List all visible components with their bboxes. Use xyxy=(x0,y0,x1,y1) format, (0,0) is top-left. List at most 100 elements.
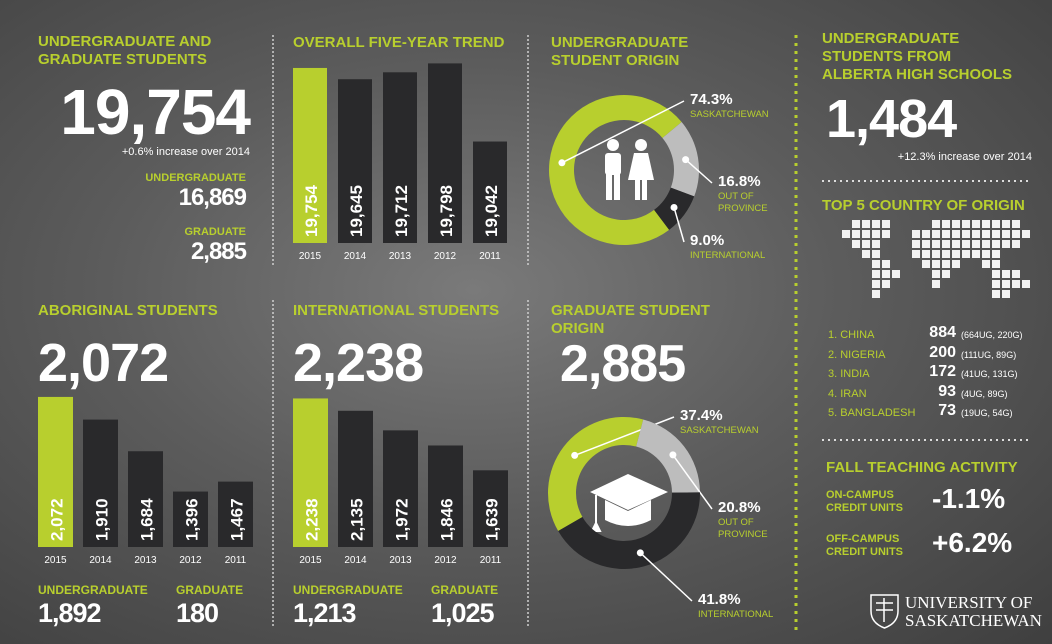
map-dot xyxy=(1012,220,1020,228)
map-dot xyxy=(1012,270,1020,278)
leader-line xyxy=(685,159,713,184)
bar xyxy=(428,63,462,244)
panel-title: FALL TEACHING ACTIVITY xyxy=(826,459,1018,476)
map-dot xyxy=(972,250,980,258)
map-dot xyxy=(852,240,860,248)
headline-number: 2,885 xyxy=(560,335,686,393)
pie-slice xyxy=(548,416,644,531)
leader-line xyxy=(639,552,693,602)
bar xyxy=(473,141,507,243)
bar xyxy=(338,410,373,547)
map-dot xyxy=(972,220,980,228)
breakdown-label: UNDERGRADUATE xyxy=(145,172,246,184)
map-dot xyxy=(952,230,960,238)
category-label: OUT OF PROVINCE xyxy=(718,517,768,540)
country-name: 1. CHINA xyxy=(828,329,875,341)
change-note: +12.3% increase over 2014 xyxy=(897,151,1032,163)
map-dot xyxy=(912,240,920,248)
university-crest xyxy=(870,594,899,629)
map-dot xyxy=(852,230,860,238)
bar xyxy=(38,396,73,547)
map-dot xyxy=(982,260,990,268)
bar xyxy=(173,491,208,547)
bar xyxy=(128,451,163,547)
map-dot xyxy=(982,230,990,238)
map-dot xyxy=(922,260,930,268)
value-label: 74.3% xyxy=(690,91,733,108)
change-note: +0.6% increase over 2014 xyxy=(121,146,250,158)
logo-text: SASKATCHEWAN xyxy=(905,611,1042,630)
country-detail: (41UG, 131G) xyxy=(961,369,1018,379)
map-dot xyxy=(932,260,940,268)
leader-dot xyxy=(682,156,690,164)
teaching-value: -1.1% xyxy=(932,483,1006,514)
chart-title: OVERALL FIVE-YEAR TREND xyxy=(293,34,505,51)
bar xyxy=(83,419,118,547)
country-total: 200 xyxy=(929,343,956,361)
x-tick-label: 2011 xyxy=(225,555,247,566)
pie-slice xyxy=(558,492,700,569)
bar xyxy=(473,470,508,547)
value-label: 1,467 xyxy=(228,498,247,541)
map-dot xyxy=(862,250,870,258)
leader-dot xyxy=(558,159,566,167)
map-dot xyxy=(982,250,990,258)
value-label: 19,712 xyxy=(392,185,411,237)
map-dot xyxy=(852,220,860,228)
map-dot xyxy=(1002,290,1010,298)
country-name: 5. BANGLADESH xyxy=(828,407,916,419)
category-label: SASKATCHEWAN xyxy=(680,425,759,436)
bar xyxy=(293,67,327,243)
value-label: 19,645 xyxy=(347,185,366,237)
map-dot xyxy=(962,240,970,248)
category-label: INTERNATIONAL xyxy=(690,250,766,261)
pie-slice xyxy=(662,122,699,197)
country-name: 3. INDIA xyxy=(828,368,870,380)
breakdown-label: UNDERGRADUATE xyxy=(293,583,403,597)
value-label: 1,396 xyxy=(183,498,202,541)
breakdown-label: GRADUATE xyxy=(431,583,499,597)
map-dot xyxy=(952,250,960,258)
breakdown-value: 180 xyxy=(176,598,219,628)
breakdown-value: 1,892 xyxy=(38,598,102,628)
map-dot xyxy=(942,270,950,278)
map-dot xyxy=(932,250,940,258)
x-tick-label: 2014 xyxy=(344,251,367,262)
leader-line xyxy=(561,100,685,164)
value-label: 19,798 xyxy=(437,185,456,237)
map-dot xyxy=(882,230,890,238)
value-label: 1,910 xyxy=(93,498,112,541)
leader-dot xyxy=(669,451,677,459)
x-tick-label: 2013 xyxy=(134,555,157,566)
map-dot xyxy=(922,240,930,248)
x-tick-label: 2015 xyxy=(299,251,322,262)
x-tick-label: 2012 xyxy=(179,555,202,566)
map-dot xyxy=(1022,280,1030,288)
leader-line xyxy=(672,454,713,510)
map-dot xyxy=(932,240,940,248)
x-tick-label: 2014 xyxy=(344,555,367,566)
map-dot xyxy=(882,270,890,278)
country-total: 884 xyxy=(929,324,956,341)
category-label: SASKATCHEWAN xyxy=(690,109,769,120)
map-dot xyxy=(862,240,870,248)
x-tick-label: 2013 xyxy=(389,555,412,566)
separators xyxy=(272,35,1032,630)
panel-title: UNDERGRADUATE STUDENTS FROM ALBERTA HIGH… xyxy=(822,30,1012,83)
chart-title: GRADUATE STUDENT ORIGIN xyxy=(551,302,710,337)
value-label: 2,072 xyxy=(48,498,67,541)
country-total: 93 xyxy=(938,382,956,400)
map-dot xyxy=(992,220,1000,228)
map-dot xyxy=(872,280,880,288)
map-dot xyxy=(872,290,880,298)
leader-line xyxy=(574,416,675,457)
x-tick-label: 2015 xyxy=(44,555,67,566)
map-dot xyxy=(932,270,940,278)
value-label: 1,639 xyxy=(483,498,502,541)
country-detail: (664UG, 220G) xyxy=(961,330,1023,340)
map-dot xyxy=(992,260,1000,268)
bar xyxy=(218,481,253,547)
map-dot xyxy=(1012,280,1020,288)
map-dot xyxy=(1002,240,1010,248)
